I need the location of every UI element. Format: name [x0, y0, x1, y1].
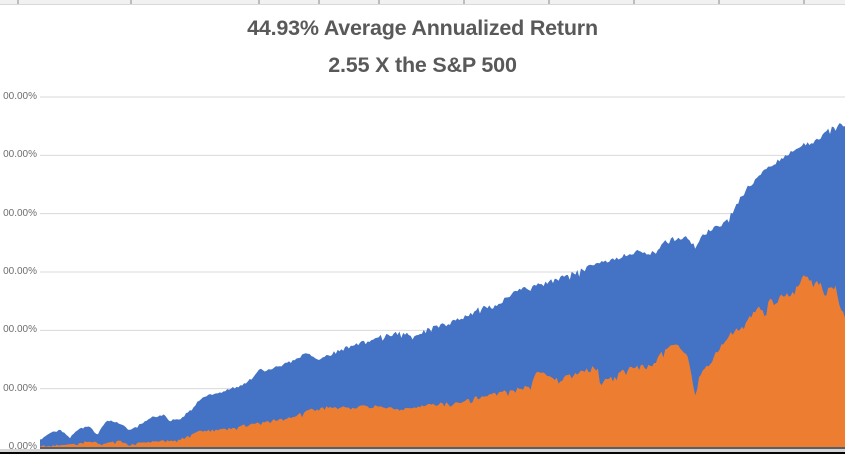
blue-area-series — [40, 123, 845, 448]
spreadsheet-column-border-mark — [17, 0, 19, 4]
chart-title: 44.93% Average Annualized Return 2.55 X … — [0, 10, 845, 84]
spreadsheet-column-border-mark — [633, 0, 635, 4]
spreadsheet-column-border-mark — [718, 0, 720, 4]
chart-title-line1: 44.93% Average Annualized Return — [247, 16, 598, 40]
series-group — [40, 123, 845, 448]
spreadsheet-column-border-mark — [318, 0, 320, 4]
y-axis-tick-label: 00.00% — [3, 207, 37, 219]
chart-title-line2: 2.55 X the S&P 500 — [328, 53, 517, 77]
spreadsheet-column-border-mark — [803, 0, 805, 4]
y-axis-tick-label: 0.00% — [8, 441, 37, 452]
y-axis-tick-label: 00.00% — [3, 266, 37, 277]
bottom-black-band — [0, 452, 845, 454]
y-axis-tick-label: 00.00% — [3, 382, 37, 394]
y-axis-tick-label: 00.00% — [3, 91, 37, 102]
orange-area-series — [40, 275, 845, 447]
bottom-gray-band — [0, 449, 845, 452]
spreadsheet-column-border-mark — [130, 0, 132, 4]
y-axis-tick-label: 00.00% — [3, 324, 37, 336]
spreadsheet-column-border-mark — [378, 0, 380, 4]
spreadsheet-column-border-mark — [463, 0, 465, 4]
spreadsheet-column-border-mark — [258, 0, 260, 4]
y-axis-tick-label: 00.00% — [3, 149, 37, 161]
spreadsheet-column-border-mark — [548, 0, 550, 4]
spreadsheet-column-strip — [0, 0, 845, 5]
